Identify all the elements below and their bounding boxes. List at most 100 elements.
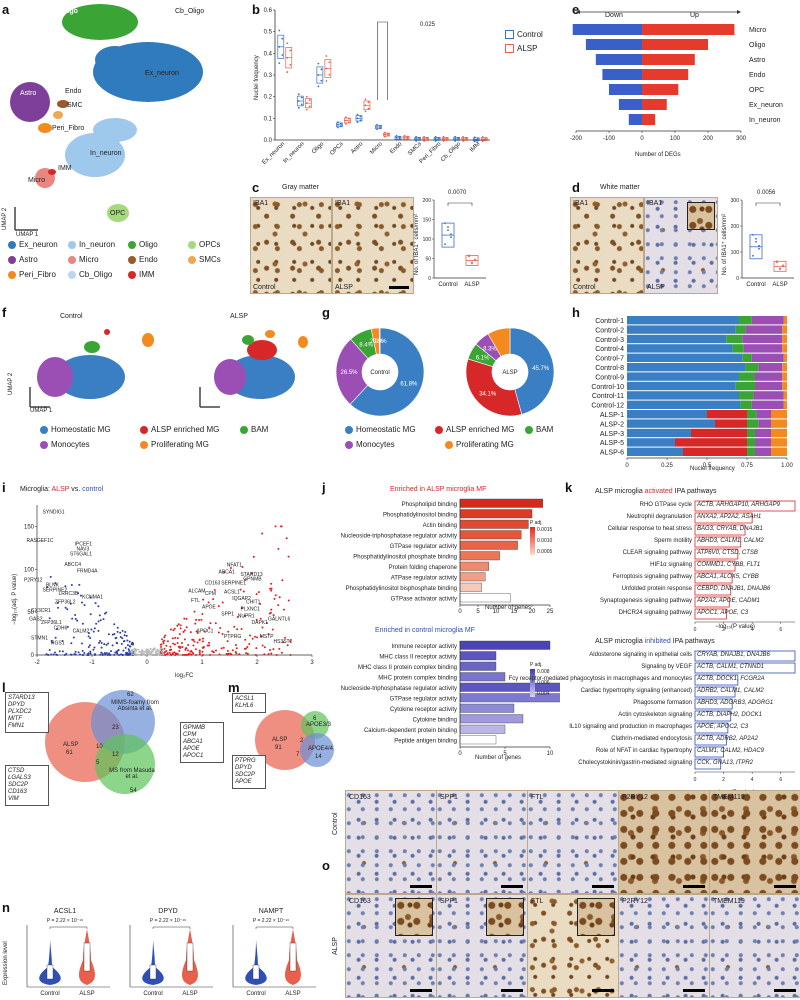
venn-m-n1: 91 — [275, 745, 282, 751]
bar-segment — [782, 363, 787, 372]
volcano-point — [183, 617, 186, 620]
volcano-point — [233, 625, 236, 628]
point — [367, 107, 370, 110]
point — [454, 135, 457, 138]
point — [328, 73, 331, 76]
point — [447, 229, 449, 231]
ipa-bar — [694, 500, 796, 512]
bar-segment — [782, 325, 787, 334]
gene-label: RGS1 — [51, 641, 65, 647]
volcano-point — [98, 614, 101, 617]
colorbar-label: P adj. — [530, 520, 543, 526]
ytick: 50 — [425, 257, 431, 263]
ipa-genes: ACTB, ARHGAP10, ARHGAP9 — [697, 502, 780, 508]
point — [444, 222, 446, 224]
volcano-point — [163, 651, 166, 654]
panel-label-b: b — [252, 2, 260, 17]
bar-segment — [732, 344, 744, 353]
volcano-point — [287, 555, 290, 558]
pie-label: 8.4% — [359, 342, 373, 348]
volcano-point — [180, 642, 183, 645]
bar-j — [459, 509, 533, 519]
volcano-point — [116, 649, 119, 652]
volcano-point — [194, 622, 197, 625]
volcano-point — [282, 641, 285, 644]
ipa-bar — [694, 758, 722, 770]
ipa-genes: ABHD3, ADGRB3, ADGRG1 — [697, 700, 774, 706]
bar-up — [642, 39, 708, 50]
legend-item: Astro — [8, 255, 38, 264]
volcano-point — [193, 610, 196, 613]
point — [278, 29, 281, 32]
up-label-e: Up — [690, 12, 699, 19]
point — [278, 62, 281, 65]
point — [465, 139, 468, 141]
volcano-point — [207, 601, 210, 604]
volcano-point-ns — [141, 648, 144, 651]
bar-segment — [739, 316, 752, 325]
volcano-point-ns — [131, 648, 134, 651]
volcano-point — [61, 650, 64, 653]
volcano-point-ns — [138, 650, 140, 653]
venn-l-n6: 10 — [96, 744, 103, 750]
category-h: Control-4 — [595, 346, 624, 353]
volcano-point — [115, 641, 118, 644]
colorbar-tick: 0.0015 — [537, 527, 553, 533]
bar-up — [642, 99, 667, 110]
xlabel-h: Nuclei frequency — [690, 466, 735, 472]
bar-segment — [753, 391, 784, 400]
volcano-point-ns — [140, 652, 143, 655]
inset — [486, 898, 524, 936]
point — [473, 140, 476, 143]
point — [434, 135, 437, 138]
xtick-b: OPCs — [329, 141, 345, 157]
volcano-point — [195, 630, 198, 633]
volcano-point — [166, 640, 169, 643]
bar-segment — [747, 438, 755, 447]
category-e: Ex_neuron — [749, 102, 783, 109]
bar-segment — [627, 419, 715, 428]
ipa-bar — [694, 608, 727, 620]
point — [447, 226, 449, 228]
volcano-point — [185, 617, 188, 620]
point — [465, 136, 468, 139]
bar-down — [602, 69, 642, 80]
volcano-point — [169, 628, 172, 631]
volcano-point — [172, 642, 175, 645]
volcano-point — [113, 633, 116, 636]
point — [457, 136, 460, 139]
legend-item: Homeostatic MG — [345, 425, 416, 434]
point — [305, 108, 308, 111]
volcano-point — [255, 593, 258, 596]
volcano-point — [250, 572, 253, 575]
gene-label: APOE — [202, 605, 217, 611]
bar-j — [459, 672, 506, 682]
ipa-pathway: CLEAR signaling pathway — [622, 550, 692, 556]
volcano-point — [116, 630, 119, 633]
point — [281, 54, 284, 56]
ipa-pathway: Ferroptosis signaling pathway — [612, 574, 692, 580]
xtick-h: 0.5 — [703, 463, 712, 469]
bar-up — [642, 54, 695, 65]
volcano-point — [202, 645, 205, 648]
volcano-point-ns — [149, 648, 152, 650]
cluster-smc — [53, 111, 63, 119]
gene-label: RASGEF1C — [27, 538, 54, 544]
label-cb-oligo: Cb_Oligo — [175, 8, 205, 15]
category-j: Nucleoside-triphosphatase regulator acti… — [341, 534, 457, 540]
legend-f: Homeostatic MG ALSP enriched MG BAM Monocyt… — [40, 425, 320, 459]
bar-segment — [627, 447, 683, 456]
volcano-point — [48, 617, 51, 620]
volcano-point — [206, 644, 209, 647]
ipa-bar — [694, 674, 739, 686]
volcano-point — [116, 626, 119, 629]
volcano-point — [107, 642, 110, 645]
legend-item: ALSP enriched MG — [435, 425, 514, 434]
panel-label-d: d — [572, 180, 580, 195]
point — [379, 127, 381, 130]
xtick-j: 15 — [511, 609, 518, 615]
volcano-point — [195, 653, 198, 656]
venn-l-box1: STARD13 DPYD PLXDC2 MITF FMN1 — [5, 692, 49, 733]
xtick-j: 5 — [476, 609, 480, 615]
